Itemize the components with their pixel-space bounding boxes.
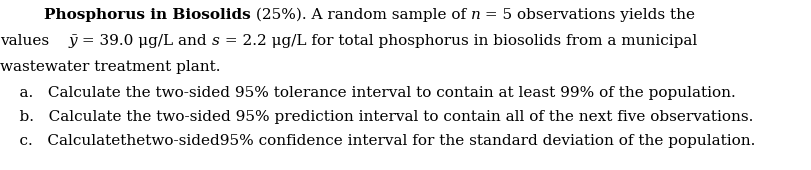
Text: wastewater treatment plant.: wastewater treatment plant. bbox=[0, 60, 221, 74]
Text: a.   Calculate the two-sided 95% tolerance interval to contain at least 99% of t: a. Calculate the two-sided 95% tolerance… bbox=[0, 86, 735, 100]
Text: values: values bbox=[0, 34, 69, 48]
Text: c.   Calculatethetwo-sided95% confidence interval for the standard deviation of : c. Calculatethetwo-sided95% confidence i… bbox=[0, 134, 754, 148]
Text: Phosphorus in Biosolids: Phosphorus in Biosolids bbox=[44, 8, 251, 22]
Text: = 5 observations yields the: = 5 observations yields the bbox=[480, 8, 695, 22]
Text: b.   Calculate the two-sided 95% prediction interval to contain all of the next : b. Calculate the two-sided 95% predictio… bbox=[0, 110, 753, 124]
Text: s: s bbox=[212, 34, 219, 48]
Text: = 39.0 μg/L and: = 39.0 μg/L and bbox=[77, 34, 212, 48]
Text: n: n bbox=[470, 8, 480, 22]
Text: (25%). A random sample of: (25%). A random sample of bbox=[251, 8, 470, 22]
Text: = 2.2 μg/L for total phosphorus in biosolids from a municipal: = 2.2 μg/L for total phosphorus in bioso… bbox=[219, 34, 696, 48]
Text: ȳ: ȳ bbox=[69, 34, 77, 48]
